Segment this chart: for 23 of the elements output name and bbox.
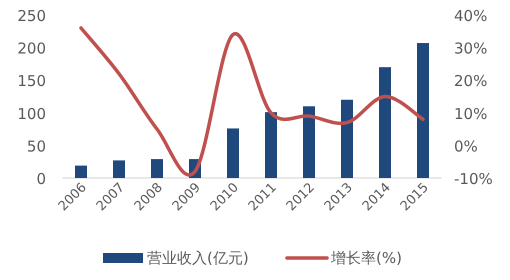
bar	[151, 159, 163, 178]
y-tick-label: 100	[17, 104, 46, 123]
y2-tick-label: 10%	[454, 104, 488, 123]
bar	[227, 128, 239, 178]
y2-tick-label: 30%	[454, 40, 488, 58]
legend-label: 增长率(%)	[330, 249, 402, 267]
y-tick-label: 50	[26, 137, 46, 156]
legend-label: 营业收入(亿元)	[147, 249, 249, 267]
y-tick-label: 200	[17, 40, 46, 58]
y-tick-label: 250	[17, 7, 46, 25]
y2-tick-label: 20%	[454, 72, 488, 90]
bar	[379, 67, 391, 178]
bar	[75, 166, 87, 178]
y-tick-label: 150	[17, 72, 46, 90]
bar	[265, 112, 277, 178]
bar	[303, 106, 315, 178]
bar	[113, 160, 125, 178]
bar	[417, 43, 429, 178]
y2-tick-label: -10%	[454, 170, 493, 188]
bar	[341, 100, 353, 178]
y-tick-label: 0	[36, 170, 46, 188]
y2-tick-label: 40%	[454, 7, 488, 25]
y2-tick-label: 0%	[454, 137, 478, 156]
